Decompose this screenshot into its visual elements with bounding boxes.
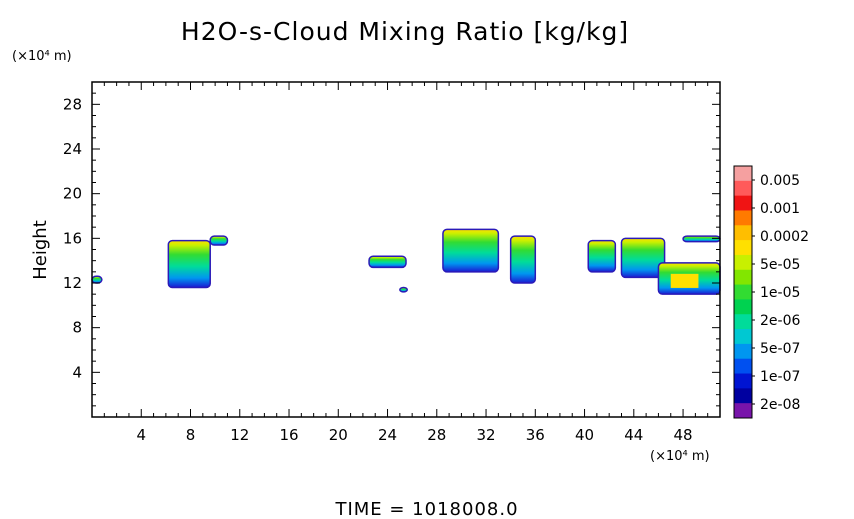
x-tick-label: 28 <box>427 426 446 444</box>
cloud-region <box>209 235 229 246</box>
y-tick-label: 12 <box>63 274 82 292</box>
colorbar-swatch <box>734 210 752 226</box>
x-tick-label: 8 <box>186 426 196 444</box>
colorbar-swatch <box>734 254 752 271</box>
x-tick-label: 36 <box>526 426 545 444</box>
x-tick-label: 32 <box>476 426 495 444</box>
y-tick-label: 24 <box>63 140 82 158</box>
colorbar-label: 0.005 <box>760 173 800 189</box>
cloud-region <box>399 286 408 293</box>
cloud-region <box>587 239 617 273</box>
colorbar-swatch <box>734 358 752 375</box>
x-tick-label: 40 <box>575 426 594 444</box>
colorbar-swatch <box>734 180 752 197</box>
colorbar-swatch <box>734 166 752 182</box>
colorbar-label: 2e-08 <box>760 397 800 413</box>
colorbar-swatch <box>734 195 752 211</box>
plot-frame <box>91 81 721 418</box>
cloud-region <box>509 235 537 284</box>
colorbar-swatch <box>734 329 752 345</box>
colorbar-swatch <box>734 314 752 330</box>
y-tick-label: 20 <box>63 185 82 203</box>
colorbar-swatch <box>734 388 752 404</box>
y-unit-label: (×10⁴ m) <box>12 49 72 64</box>
colorbar-label: 1e-05 <box>760 285 800 301</box>
colorbar-swatch <box>734 373 752 389</box>
colorbar-swatch <box>734 240 752 256</box>
x-tick-label: 48 <box>674 426 693 444</box>
cloud-region <box>442 228 500 273</box>
colorbar-swatch <box>734 403 752 419</box>
x-tick-label: 24 <box>378 426 397 444</box>
x-tick-label: 16 <box>279 426 298 444</box>
colorbar-label: 0.001 <box>760 201 800 217</box>
x-tick-label: 20 <box>329 426 348 444</box>
y-axis-label: Height <box>30 220 51 280</box>
time-label: TIME = 1018008.0 <box>334 499 518 519</box>
cloud-region <box>368 255 407 269</box>
cloud-region <box>620 237 666 279</box>
colorbar: 0.005 0.001 0.0002 5e-05 1e-05 2e-06 5e-07 1e-0… <box>733 165 809 419</box>
colorbar-label: 1e-07 <box>760 369 800 385</box>
colorbar-label: 0.0002 <box>760 229 809 245</box>
x-tick-label: 44 <box>624 426 643 444</box>
y-tick-label: 28 <box>63 95 82 113</box>
x-tick-label: 12 <box>230 426 249 444</box>
y-tick-label: 16 <box>63 229 82 247</box>
colorbar-swatch <box>734 284 752 300</box>
cloud-region <box>657 262 721 295</box>
colorbar-swatch <box>734 343 752 360</box>
y-tick-label: 4 <box>72 363 82 381</box>
colorbar-label: 2e-06 <box>760 313 800 329</box>
y-tick-label: 8 <box>72 319 82 337</box>
colorbar-label: 5e-05 <box>760 257 800 273</box>
cloud-region <box>167 239 211 289</box>
cloud-region <box>91 275 103 284</box>
cloud-region <box>682 235 721 243</box>
x-unit-label: (×10⁴ m) <box>650 449 710 464</box>
colorbar-swatch <box>734 269 752 286</box>
colorbar-swatch <box>734 299 752 315</box>
colorbar-label: 5e-07 <box>760 341 800 357</box>
x-tick-label: 4 <box>136 426 146 444</box>
chart-title: H2O-s-Cloud Mixing Ratio [kg/kg] <box>181 17 629 46</box>
cloud-field <box>91 228 721 295</box>
colorbar-swatch <box>734 225 752 241</box>
